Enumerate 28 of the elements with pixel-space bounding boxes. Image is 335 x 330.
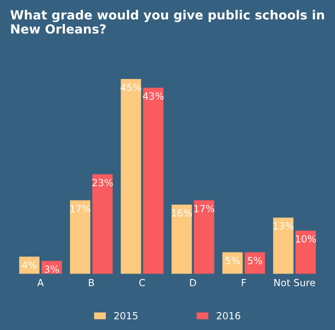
data-label: 5% <box>248 256 262 264</box>
bar <box>143 88 164 274</box>
data-label: 13% <box>274 222 294 230</box>
bar <box>172 204 192 274</box>
legend-label: 2015 <box>114 312 138 320</box>
bar <box>273 218 294 274</box>
bar <box>19 256 40 274</box>
bar <box>295 230 316 274</box>
data-label: 5% <box>226 256 240 264</box>
legend-label: 2016 <box>216 312 240 320</box>
bar <box>194 200 214 274</box>
x-tick-label: A <box>37 279 44 286</box>
bar <box>222 252 243 274</box>
x-tick-label: D <box>190 279 196 286</box>
x-tick-label: Not Sure <box>274 278 316 286</box>
bar <box>120 79 142 274</box>
x-tick-label: B <box>88 279 94 286</box>
data-label: 10% <box>296 235 316 243</box>
data-label: 43% <box>142 92 164 100</box>
bar <box>244 252 266 274</box>
data-label: 16% <box>172 209 192 217</box>
bar <box>70 200 90 274</box>
x-tick-label: C <box>139 278 145 286</box>
data-label: 4% <box>22 261 37 269</box>
data-label: 3% <box>44 266 59 273</box>
chart-title: What grade would you give public schools in New Orleans? <box>10 10 324 34</box>
bar <box>92 174 113 274</box>
x-tick-label: F <box>242 279 246 286</box>
